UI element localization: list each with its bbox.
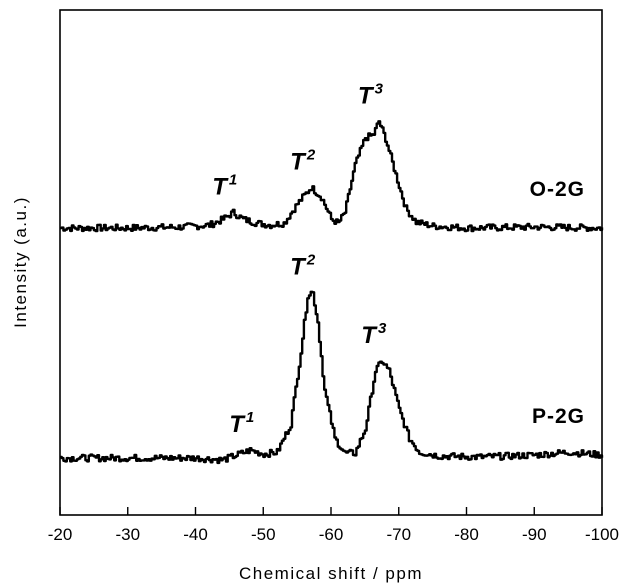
x-tick-label: -20 <box>48 525 73 544</box>
series-line-p-2g <box>60 290 604 465</box>
x-axis-title: Chemical shift / ppm <box>239 564 423 583</box>
series-label-p-2g: P-2G <box>532 405 585 428</box>
x-tick-label: -90 <box>522 525 547 544</box>
x-tick-label: -50 <box>251 525 276 544</box>
plot-frame <box>59 9 603 516</box>
series-line-o-2g <box>60 120 604 233</box>
x-tick-label: -40 <box>183 525 208 544</box>
x-tick-label: -30 <box>115 525 140 544</box>
spectra <box>60 120 604 465</box>
series-label-o-2g: O-2G <box>530 178 585 201</box>
y-axis-title: Intensity (a.u.) <box>11 196 30 328</box>
x-tick-label: -70 <box>386 525 411 544</box>
x-axis-ticks: -20 -30 -40 -50 -60 -70 -80 -90 -100 <box>48 507 619 544</box>
peak-labels: T 1 T 2 T 3 T 1 T 2 T 3 <box>212 80 387 438</box>
x-tick-label: -100 <box>585 525 619 544</box>
x-tick-label: -60 <box>319 525 344 544</box>
x-tick-label: -80 <box>454 525 479 544</box>
